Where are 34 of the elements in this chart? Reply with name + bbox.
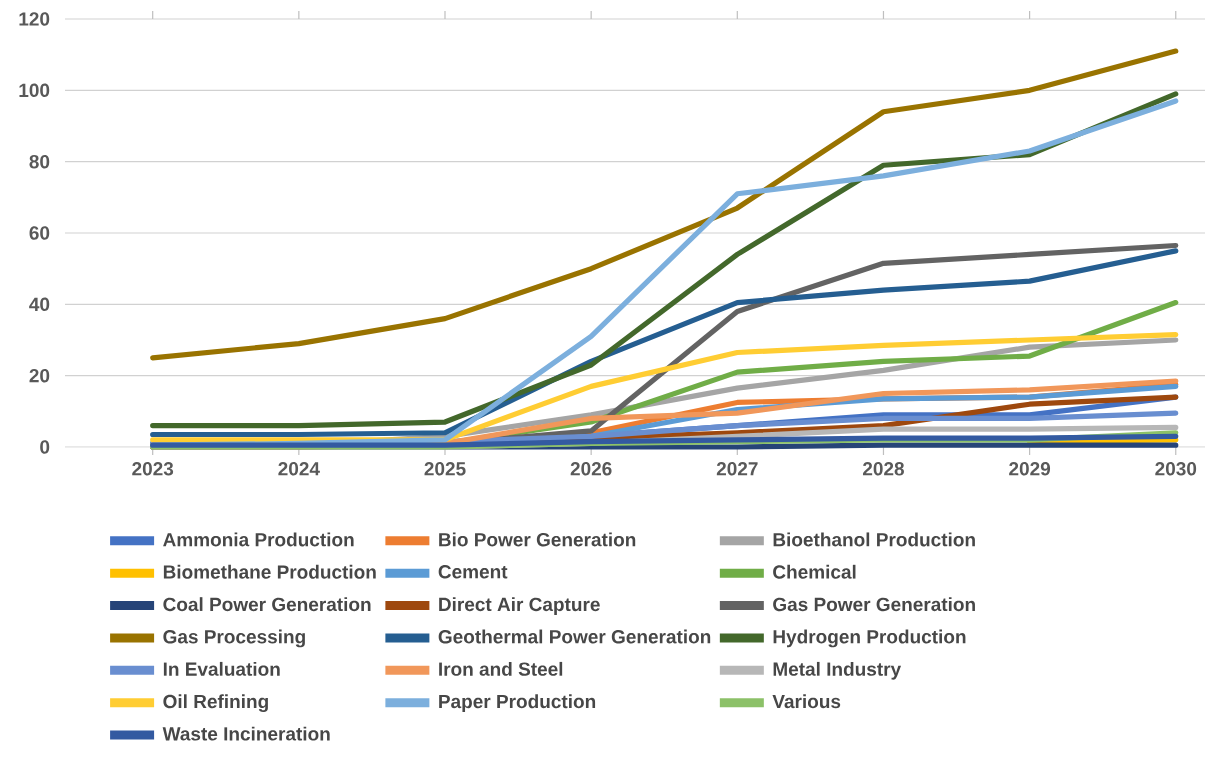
x-tick-label: 2030 (1155, 462, 1197, 476)
legend-label: Biomethane Production (163, 564, 376, 579)
y-tick-label: 100 (19, 83, 50, 98)
legend-label: Various (772, 694, 841, 709)
legend-label: Metal Industry (773, 661, 902, 680)
legend-label: Bio Power Generation (439, 532, 636, 547)
y-tick-label: 40 (29, 297, 50, 312)
legend-label: Bioethanol Production (773, 532, 975, 547)
y-tick-label: 120 (19, 12, 50, 26)
x-tick-label: 2029 (1009, 462, 1051, 476)
y-tick-label: 20 (29, 368, 50, 383)
legend-label: Geothermal Power Generation (438, 629, 711, 644)
legend-label: Coal Power Generation (163, 597, 371, 612)
x-tick-label: 2023 (132, 462, 174, 476)
x-tick-label: 2028 (862, 462, 904, 476)
legend-label: Paper Production (439, 694, 596, 712)
legend-label: In Evaluation (163, 661, 280, 676)
legend-label: Ammonia Production (163, 532, 354, 547)
legend-label: Chemical (773, 564, 856, 579)
y-tick-label: 80 (29, 154, 50, 169)
x-tick-label: 2027 (716, 462, 758, 476)
legend-label: Cement (438, 565, 508, 579)
legend-label: Oil Refining (163, 694, 268, 713)
legend-label: Waste Incineration (162, 726, 330, 741)
y-tick-label: 0 (40, 440, 50, 454)
legend-label: Direct Air Capture (439, 597, 600, 615)
x-tick-label: 2025 (424, 462, 466, 476)
x-tick-label: 2024 (278, 462, 320, 476)
x-tick-label: 2026 (570, 462, 612, 476)
legend-label: Hydrogen Production (773, 629, 966, 648)
legend-label: Iron and Steel (439, 661, 563, 676)
legend-label: Gas Power Generation (773, 597, 975, 612)
y-tick-label: 60 (29, 226, 50, 240)
legend-label: Gas Processing (163, 629, 305, 648)
